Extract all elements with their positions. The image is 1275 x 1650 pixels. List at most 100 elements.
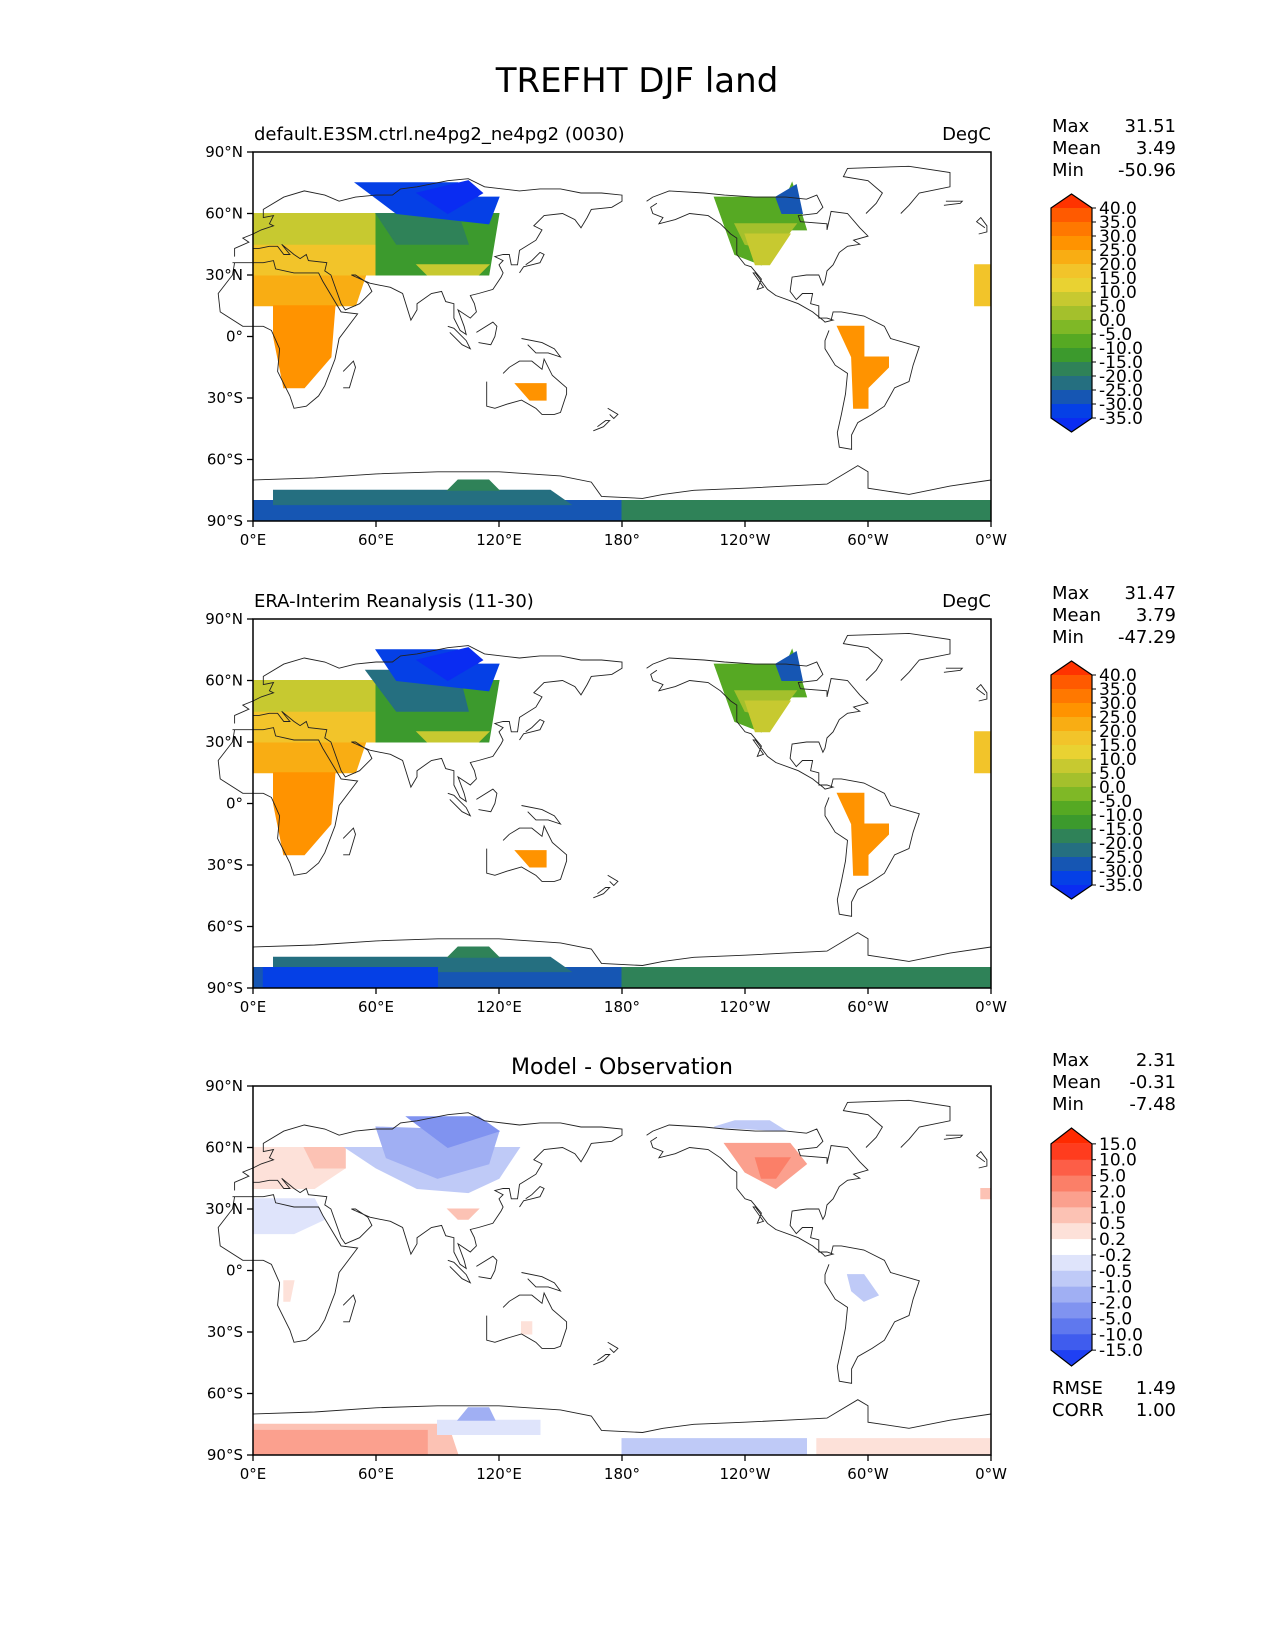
field-cell — [846, 1274, 880, 1302]
field-cell — [621, 967, 992, 989]
field-cell — [446, 479, 501, 491]
colorbar-band — [1051, 278, 1092, 293]
coastline — [519, 251, 545, 274]
field-cell — [252, 1198, 326, 1235]
colorbar-tick-label: 0.0 — [1099, 311, 1126, 331]
lat-tick-label: 60°N — [205, 1139, 243, 1157]
coastline — [646, 657, 869, 790]
coastline — [217, 727, 359, 876]
coastline — [486, 357, 568, 415]
stat-value: 31.51 — [1124, 116, 1176, 137]
colorbar-tick-label: -20.0 — [1099, 834, 1143, 854]
lon-tick-label: 120°E — [476, 998, 522, 1016]
lat-tick-label: 90°N — [205, 1077, 243, 1095]
colorbar-band — [1051, 208, 1092, 223]
colorbar-tick-label: 10.0 — [1099, 283, 1137, 303]
lon-tick-label: 0°E — [240, 531, 267, 549]
coastline — [486, 824, 568, 882]
lat-tick-label: 0° — [226, 1262, 243, 1280]
colorbar-tick-label: -10.0 — [1099, 339, 1143, 359]
field-cell — [974, 731, 992, 774]
lat-tick-label: 0° — [226, 328, 243, 346]
colorbar-band — [1051, 689, 1092, 704]
panel-units: DegC — [942, 124, 991, 145]
field-cell — [514, 850, 547, 868]
colorbar-band — [1051, 787, 1092, 802]
map-panel-difference: 90°N 60°N 30°N 0° 30°S 60°S 90°S0°E 60°E 120°E 18… — [205, 1050, 1176, 1483]
colorbar-tick-label: 25.0 — [1099, 241, 1137, 261]
field-cell — [252, 710, 377, 743]
coastline — [519, 1185, 545, 1208]
colorbar-band — [1051, 1159, 1092, 1177]
colorbar-band — [1051, 1207, 1092, 1224]
colorbar-extend-min — [1051, 418, 1092, 432]
stat-label: Min — [1052, 160, 1084, 181]
lat-tick-label: 60°S — [207, 1385, 243, 1403]
colorbar-band — [1051, 1334, 1092, 1351]
coastline — [607, 1341, 619, 1354]
colorbar-tick-label: -5.0 — [1099, 325, 1132, 345]
colorbar-band — [1051, 829, 1092, 844]
colorbar-band — [1051, 292, 1092, 307]
coastline — [975, 216, 988, 235]
extra-stat-value: 1.49 — [1136, 1378, 1176, 1399]
lat-tick-label: 0° — [226, 795, 243, 813]
panel-center-title: Model - Observation — [511, 1055, 733, 1080]
coastline — [842, 632, 951, 681]
field-cell — [252, 243, 377, 276]
colorbar-tick-label: 20.0 — [1099, 722, 1137, 742]
coastline — [646, 190, 869, 323]
colorbar-band — [1051, 1239, 1092, 1256]
colorbar-band — [1051, 376, 1092, 391]
field-cell — [456, 1407, 496, 1421]
coastlines — [217, 632, 992, 966]
lon-tick-label: 120°E — [476, 531, 522, 549]
colorbar-extend-min — [1051, 885, 1092, 899]
field-cell — [514, 383, 547, 401]
colorbar-tick-label: 40.0 — [1099, 199, 1137, 219]
coastlines — [217, 1099, 992, 1433]
colorbar-tick-label: -35.0 — [1099, 876, 1143, 896]
colorbar-band — [1051, 871, 1092, 886]
stat-value: 3.49 — [1136, 138, 1176, 159]
lon-tick-label: 60°E — [358, 531, 394, 549]
field-cell — [744, 233, 792, 266]
colorbar-band — [1051, 236, 1092, 251]
colorbar-tick-label: -25.0 — [1099, 848, 1143, 868]
lon-tick-label: 0°E — [240, 1465, 267, 1483]
coastline — [646, 1124, 869, 1257]
lon-tick-label: 60°E — [358, 998, 394, 1016]
coastline — [521, 805, 562, 825]
coastlines — [217, 165, 992, 499]
colorbar-band — [1051, 1318, 1092, 1335]
extra-stat-label: CORR — [1052, 1400, 1104, 1421]
coastline — [824, 311, 920, 450]
lon-tick-label: 120°W — [720, 1465, 771, 1483]
lat-tick-label: 90°S — [207, 1446, 243, 1464]
colorbar-tick-label: 1.0 — [1099, 1198, 1126, 1218]
panel-units: DegC — [942, 591, 991, 612]
colorbar-extend-max — [1051, 194, 1092, 208]
stat-label: Max — [1052, 583, 1090, 604]
colorbar-band — [1051, 320, 1092, 335]
map-frame — [252, 1085, 992, 1456]
colorbar-band — [1051, 1143, 1092, 1161]
field-cell — [744, 700, 792, 733]
stat-value: -0.31 — [1129, 1072, 1176, 1093]
colorbar-tick-label: 15.0 — [1099, 1135, 1137, 1155]
colorbar-tick-label: -30.0 — [1099, 395, 1143, 415]
colorbar-band — [1051, 857, 1092, 872]
colorbar-band — [1051, 773, 1092, 788]
colorbar-tick-label: -15.0 — [1099, 1341, 1143, 1361]
colorbar-tick-label: -20.0 — [1099, 367, 1143, 387]
colorbar-extend-max — [1051, 1128, 1092, 1144]
coastline — [252, 932, 992, 966]
field-cell — [714, 1120, 787, 1132]
lat-tick-label: 30°N — [205, 733, 243, 751]
coastline — [607, 407, 619, 420]
coastline — [943, 200, 964, 206]
lon-tick-label: 0°W — [975, 998, 1007, 1016]
coastline — [217, 260, 359, 409]
map-panel-reference: 90°N 60°N 30°N 0° 30°S 60°S 90°S0°E 60°E 120°E 18… — [205, 583, 1176, 1016]
colorbar-band — [1051, 348, 1092, 363]
